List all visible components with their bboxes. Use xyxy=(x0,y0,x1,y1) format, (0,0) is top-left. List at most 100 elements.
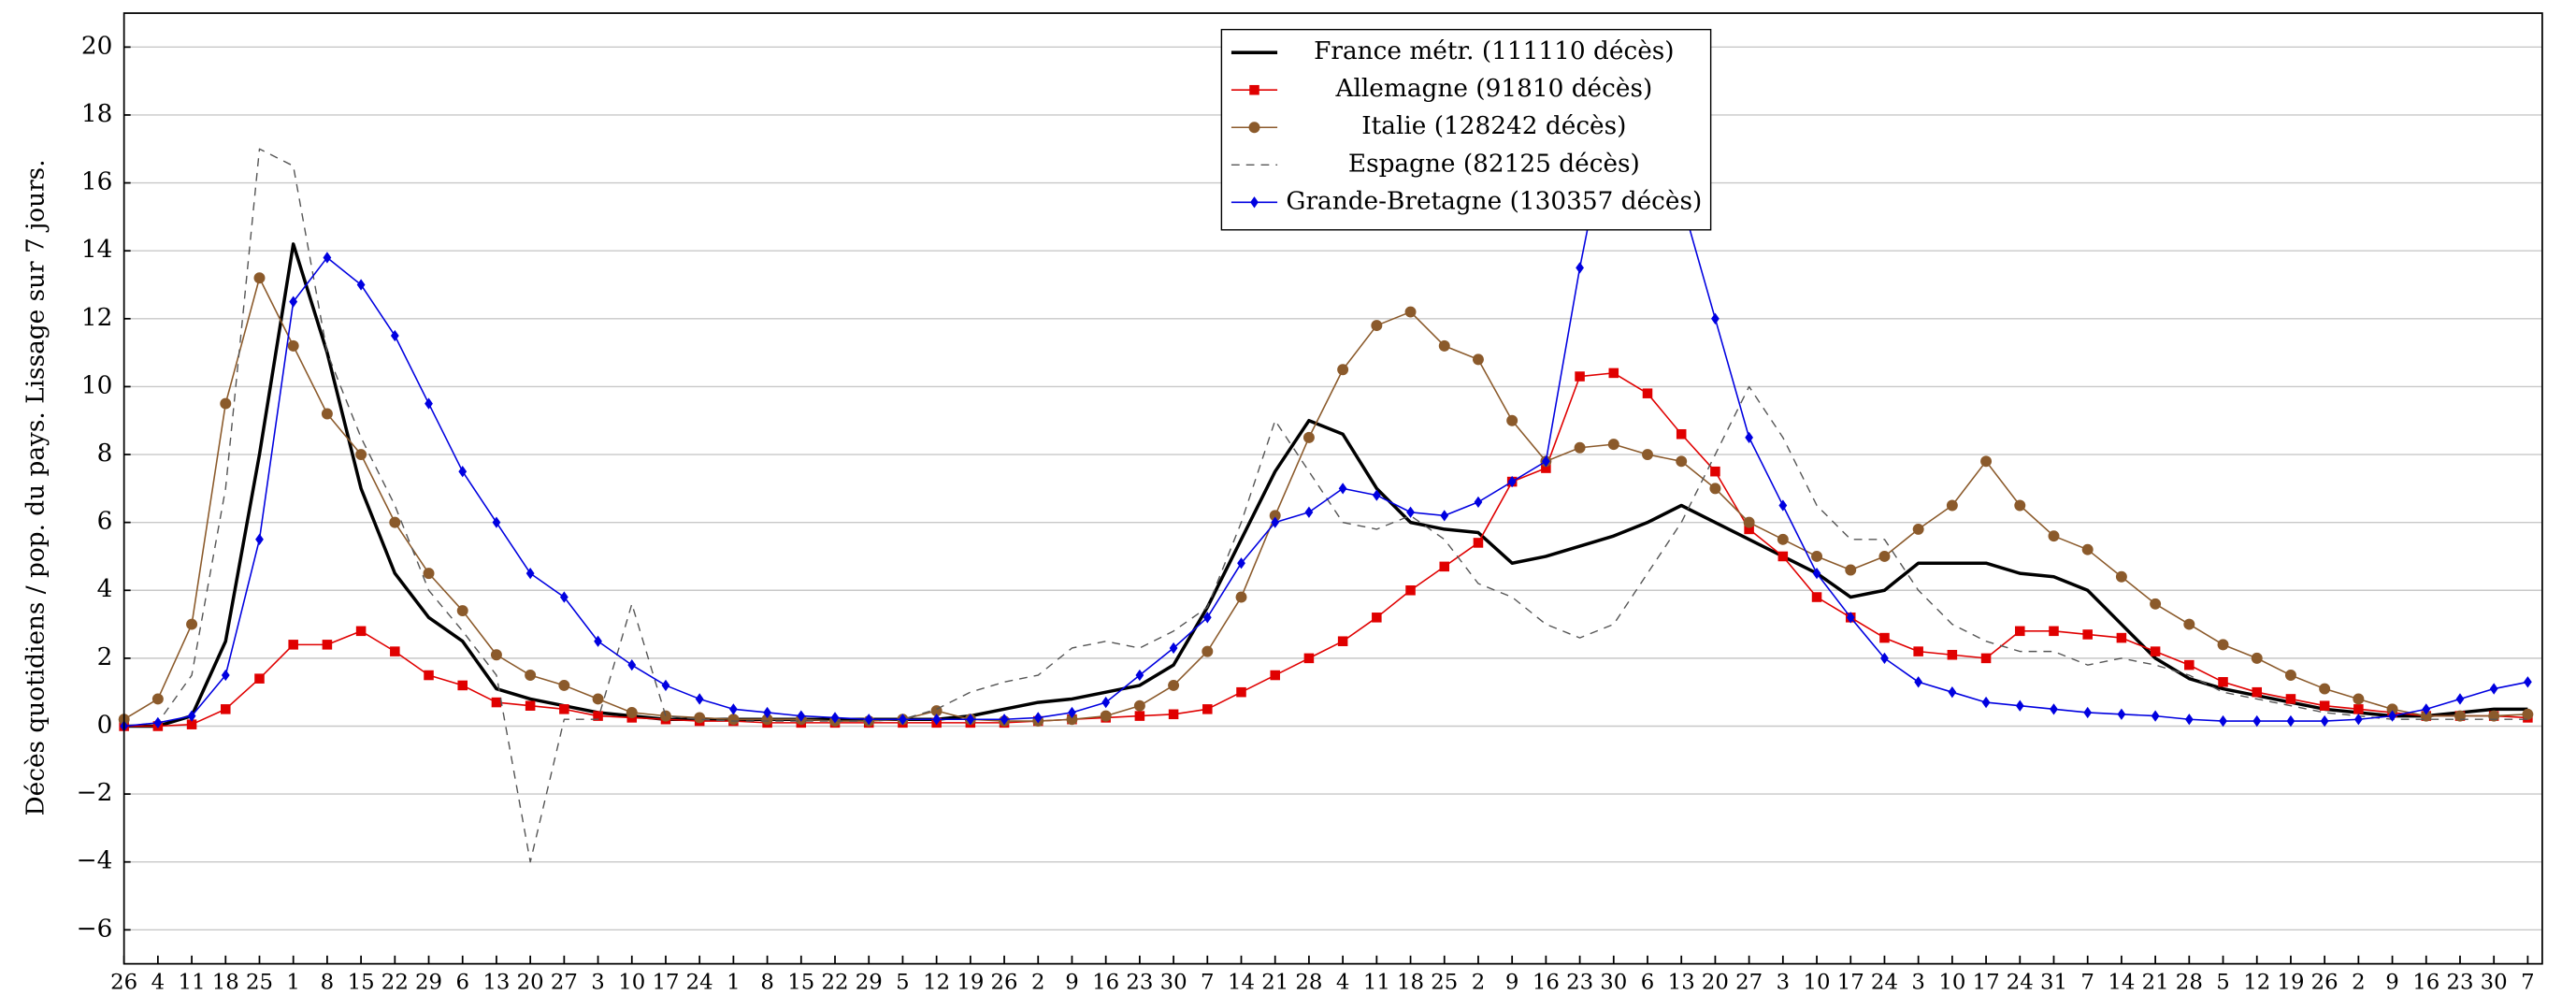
x-tick-label: 9 xyxy=(1065,971,1079,995)
x-tick-label: 27 xyxy=(551,971,578,995)
data-point xyxy=(558,679,570,691)
series-line xyxy=(123,277,2528,722)
data-point xyxy=(1912,523,1924,535)
data-point xyxy=(1744,524,1754,535)
data-point xyxy=(966,714,975,726)
data-point xyxy=(1777,533,1789,545)
data-point xyxy=(1202,645,1214,657)
data-point xyxy=(1541,455,1550,468)
data-point xyxy=(2081,543,2094,555)
data-point xyxy=(660,710,671,722)
data-point xyxy=(1337,364,1349,376)
data-point xyxy=(2116,632,2127,643)
y-tick-label: 10 xyxy=(81,371,113,399)
legend-box xyxy=(1220,28,1712,231)
data-point xyxy=(321,408,333,420)
data-point xyxy=(2285,694,2296,704)
x-tick-label: 3 xyxy=(591,971,605,995)
data-point xyxy=(1811,550,1823,562)
data-point xyxy=(1405,584,1416,596)
data-point xyxy=(1473,538,1484,548)
x-tick-label: 27 xyxy=(1735,971,1763,995)
x-tick-label: 9 xyxy=(2385,971,2399,995)
data-point xyxy=(2219,714,2227,728)
data-point xyxy=(1709,483,1721,495)
data-point xyxy=(322,640,333,650)
series-line xyxy=(123,97,2528,728)
data-point xyxy=(254,673,265,684)
data-point xyxy=(1541,463,1551,473)
x-tick-label: 9 xyxy=(1505,971,1519,995)
x-tick-label: 26 xyxy=(2311,971,2339,995)
data-point xyxy=(186,719,197,729)
x-tick-label: 17 xyxy=(1973,971,2000,995)
data-point xyxy=(1642,449,1653,461)
data-point xyxy=(1676,428,1687,440)
x-tick-label: 26 xyxy=(110,971,137,995)
x-tick-label: 31 xyxy=(2040,971,2067,995)
data-point xyxy=(186,618,198,630)
data-point xyxy=(1474,496,1483,509)
x-tick-label: 16 xyxy=(1533,971,1560,995)
x-tick-label: 4 xyxy=(1336,971,1350,995)
legend: France métr. (111110 décès) Allemagne (91… xyxy=(1220,28,1712,231)
data-point xyxy=(1302,431,1315,443)
data-point xyxy=(2353,693,2365,705)
data-point xyxy=(593,711,603,721)
data-point xyxy=(1406,506,1415,518)
x-tick-label: 21 xyxy=(2142,971,2169,995)
data-point xyxy=(187,710,196,722)
x-tick-label: 24 xyxy=(2007,971,2034,995)
x-tick-label: 30 xyxy=(1160,971,1187,995)
y-axis-label: Décès quotidiens / pop. du pays. Lissage… xyxy=(22,159,50,815)
data-point xyxy=(1576,262,1584,274)
data-point xyxy=(1337,636,1348,646)
data-point xyxy=(389,516,401,528)
x-tick-label: 22 xyxy=(821,971,848,995)
data-point xyxy=(1608,368,1619,379)
x-tick-label: 30 xyxy=(1600,971,1627,995)
x-tick-label: 8 xyxy=(760,971,774,995)
data-point xyxy=(761,714,773,726)
data-point xyxy=(2455,693,2465,705)
data-point xyxy=(1168,679,1180,691)
data-point xyxy=(1372,613,1382,623)
x-tick-label: 21 xyxy=(1261,971,1288,995)
data-point xyxy=(2251,652,2263,664)
x-tick-label: 7 xyxy=(2080,971,2094,995)
y-tick-label: 0 xyxy=(97,711,113,739)
y-tick-label: 8 xyxy=(97,440,113,468)
x-tick-label: 30 xyxy=(2481,971,2508,995)
data-point xyxy=(626,706,638,718)
data-point xyxy=(2049,626,2059,637)
data-point xyxy=(2048,530,2060,542)
data-point xyxy=(255,533,264,545)
y-tick-label: 20 xyxy=(81,32,113,60)
data-point xyxy=(1607,439,1619,451)
data-point xyxy=(1134,711,1145,721)
data-point xyxy=(1980,455,1993,468)
x-tick-label: 2 xyxy=(1472,971,1486,995)
x-tick-label: 17 xyxy=(1837,971,1864,995)
x-tick-label: 13 xyxy=(1668,971,1695,995)
data-point xyxy=(1338,483,1347,495)
data-point xyxy=(1947,649,1958,660)
x-tick-label: 10 xyxy=(1938,971,1965,995)
data-point xyxy=(287,339,299,352)
data-point xyxy=(2252,714,2262,728)
x-tick-label: 20 xyxy=(1702,971,1729,995)
data-point xyxy=(1710,466,1720,477)
x-tick-label: 3 xyxy=(1911,971,1925,995)
x-tick-label: 5 xyxy=(2216,971,2230,995)
data-point xyxy=(1269,510,1281,522)
x-tick-label: 11 xyxy=(1363,971,1390,995)
y-tick-label: 16 xyxy=(81,168,113,196)
data-point xyxy=(1575,371,1585,382)
data-point xyxy=(1878,550,1891,562)
data-point xyxy=(2284,670,2296,682)
data-point xyxy=(1404,306,1417,318)
data-point xyxy=(932,714,942,726)
data-point xyxy=(1642,388,1653,398)
data-point xyxy=(1438,339,1450,352)
